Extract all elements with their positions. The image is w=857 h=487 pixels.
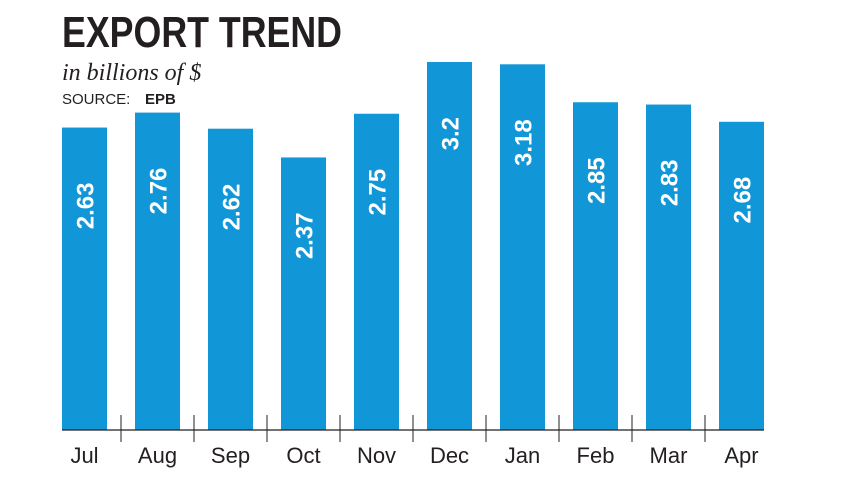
value-label: 3.18 xyxy=(511,119,538,166)
bar xyxy=(500,64,545,431)
bar xyxy=(62,127,107,431)
x-tick-label: Jan xyxy=(505,443,540,468)
source: EPB xyxy=(145,91,176,108)
value-label: 2.76 xyxy=(146,168,173,215)
x-tick-label: Nov xyxy=(357,443,396,468)
chart-title: EXPORT TREND xyxy=(62,8,342,57)
x-tick-label: Aug xyxy=(138,443,177,468)
value-label: 2.62 xyxy=(219,184,246,231)
x-tick-label: Sep xyxy=(211,443,250,468)
x-tick-label: Apr xyxy=(724,443,758,468)
bar xyxy=(281,157,326,430)
value-label: 2.83 xyxy=(657,160,684,207)
bar xyxy=(573,102,618,430)
value-label: 2.63 xyxy=(73,183,100,230)
source-label: SOURCE: xyxy=(62,91,130,108)
x-tick-label: Jul xyxy=(70,443,98,468)
value-label: 3.2 xyxy=(438,117,465,150)
x-tick-label: Oct xyxy=(286,443,320,468)
x-tick-label: Dec xyxy=(430,443,469,468)
value-label: 2.85 xyxy=(584,157,611,204)
x-tick-label: Mar xyxy=(650,443,688,468)
bar xyxy=(354,113,399,430)
x-tick-label: Feb xyxy=(577,443,615,468)
value-label: 2.37 xyxy=(292,212,319,259)
value-label: 2.68 xyxy=(730,177,757,224)
bar xyxy=(135,112,180,430)
bar xyxy=(719,121,764,431)
bar xyxy=(208,128,253,430)
bar xyxy=(646,104,691,431)
chart-subtitle: in billions of $ xyxy=(62,60,201,86)
value-label: 2.75 xyxy=(365,169,392,216)
bar xyxy=(427,62,472,430)
